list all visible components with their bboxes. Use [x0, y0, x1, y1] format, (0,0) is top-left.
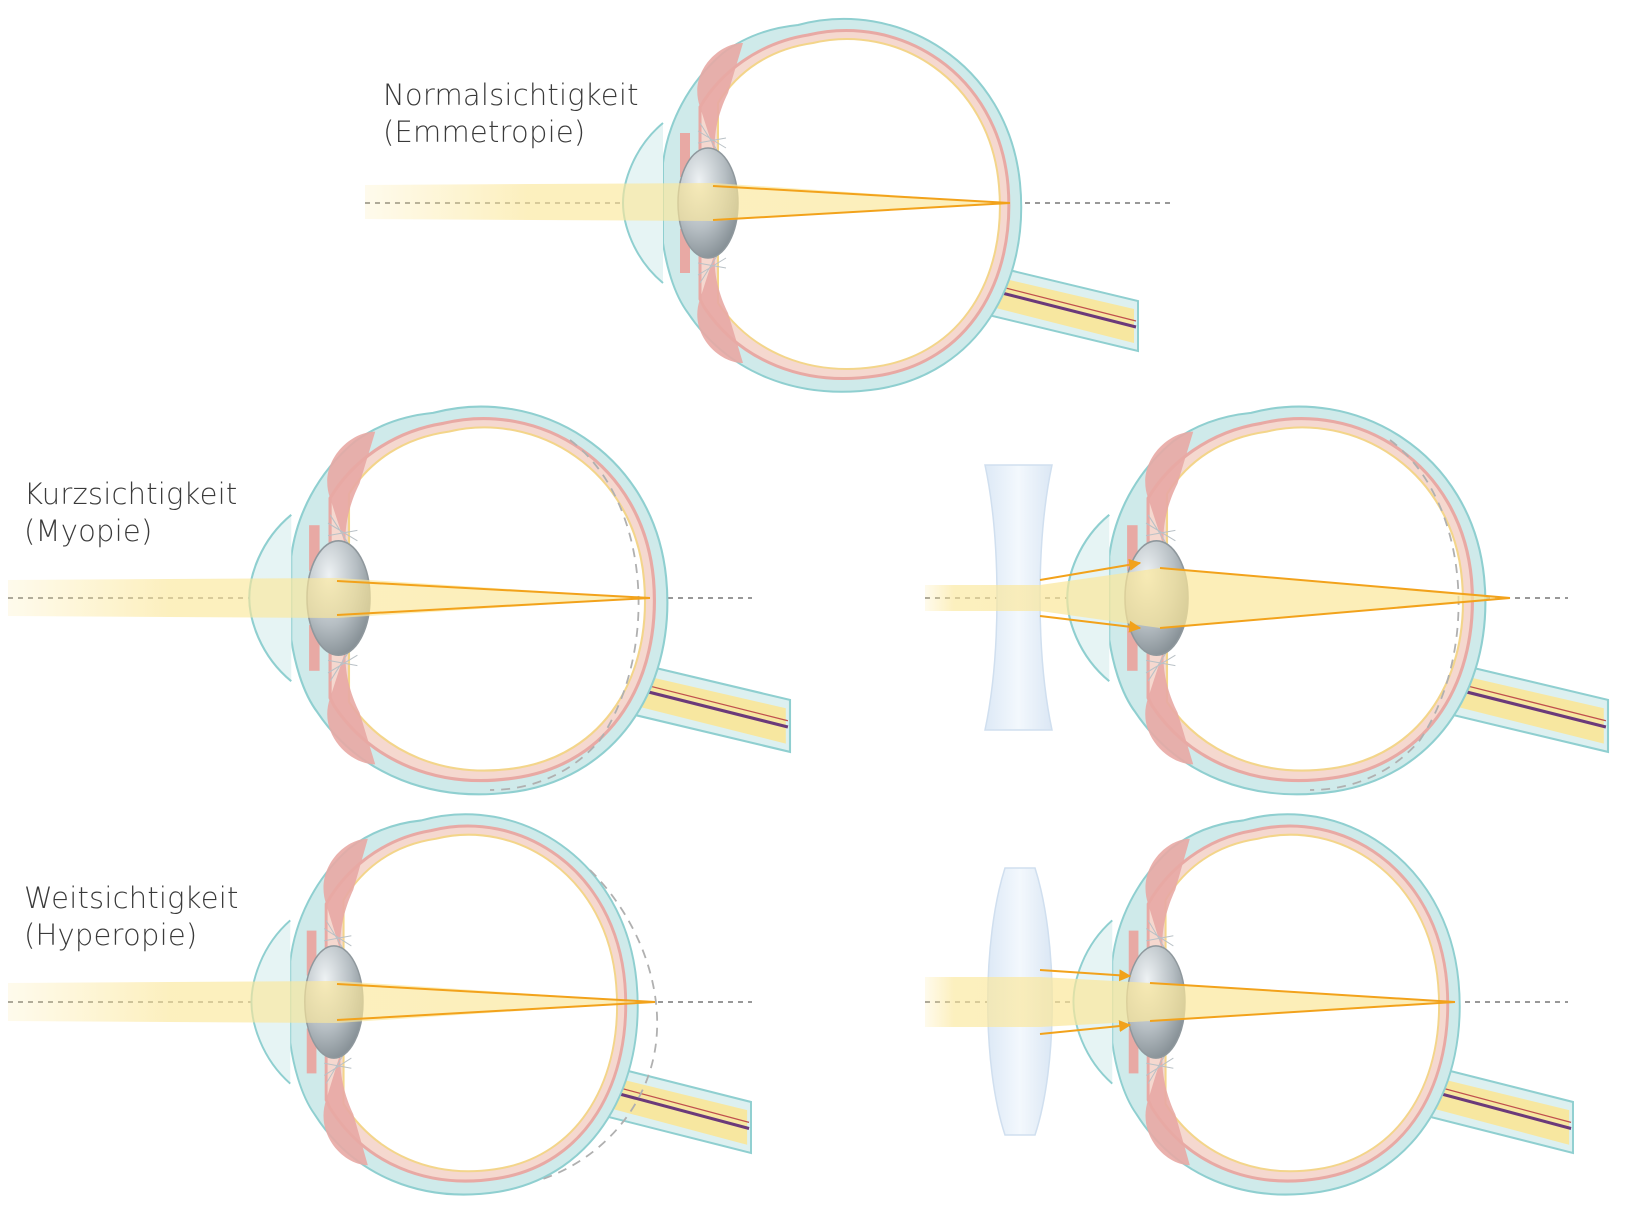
label-hyperopia-subtitle: (Hyperopie) [24, 918, 198, 952]
normal-eye-outline-hyperopia [539, 869, 659, 1181]
light-ray-myopia-top [336, 580, 651, 599]
ray-arrow-hyperopia-top [1039, 969, 1132, 982]
label-hyperopia: Weitsichtigkeit (Hyperopie) [24, 880, 239, 954]
light-ray-myopia-corrected-bottom [1159, 597, 1511, 629]
label-myopia: Kurzsichtigkeit (Myopie) [24, 476, 237, 550]
light-beam-hyperopia-corrected-in [925, 977, 1040, 1027]
light-beam-myopia-corrected-out [1040, 568, 1510, 628]
ray-arrow-myopia-bottom [1039, 615, 1142, 633]
label-normal-subtitle: (Emmetropie) [383, 115, 586, 149]
light-ray-myopia-corrected-top [1159, 567, 1511, 599]
eye-myopia [8, 404, 792, 796]
label-myopia-title: Kurzsichtigkeit [24, 477, 238, 511]
label-normal-vision: Normalsichtigkeit (Emmetropie) [383, 77, 639, 151]
light-ray-hyperopia-corrected-bottom [1149, 1001, 1456, 1022]
eye-myopia-corrected [925, 404, 1610, 796]
light-ray-myopia-bottom [336, 597, 651, 616]
light-beam-hyperopia-corrected-out [1040, 977, 1455, 1027]
eye-hyperopia-corrected [925, 812, 1575, 1197]
ray-arrow-myopia-top [1039, 558, 1142, 581]
normal-eye-outline-myopia-corrected [1309, 439, 1460, 791]
eye-normal [365, 17, 1175, 394]
label-myopia-subtitle: (Myopie) [24, 514, 153, 548]
light-ray-normal-top [712, 185, 1011, 204]
eye-hyperopia [8, 812, 753, 1197]
label-hyperopia-title: Weitsichtigkeit [24, 881, 239, 915]
light-ray-hyperopia-bottom [336, 1001, 656, 1021]
normal-eye-outline-myopia [489, 439, 640, 791]
light-ray-normal-bottom [712, 202, 1011, 221]
light-ray-hyperopia-corrected-top [1149, 982, 1456, 1003]
light-beam-hyperopia [8, 981, 655, 1023]
light-beam-myopia-corrected-in [925, 585, 1040, 611]
ray-arrow-hyperopia-bottom [1039, 1020, 1132, 1035]
light-beam-myopia [8, 578, 650, 618]
label-normal-title: Normalsichtigkeit [383, 78, 639, 112]
light-ray-hyperopia-top [336, 983, 656, 1003]
